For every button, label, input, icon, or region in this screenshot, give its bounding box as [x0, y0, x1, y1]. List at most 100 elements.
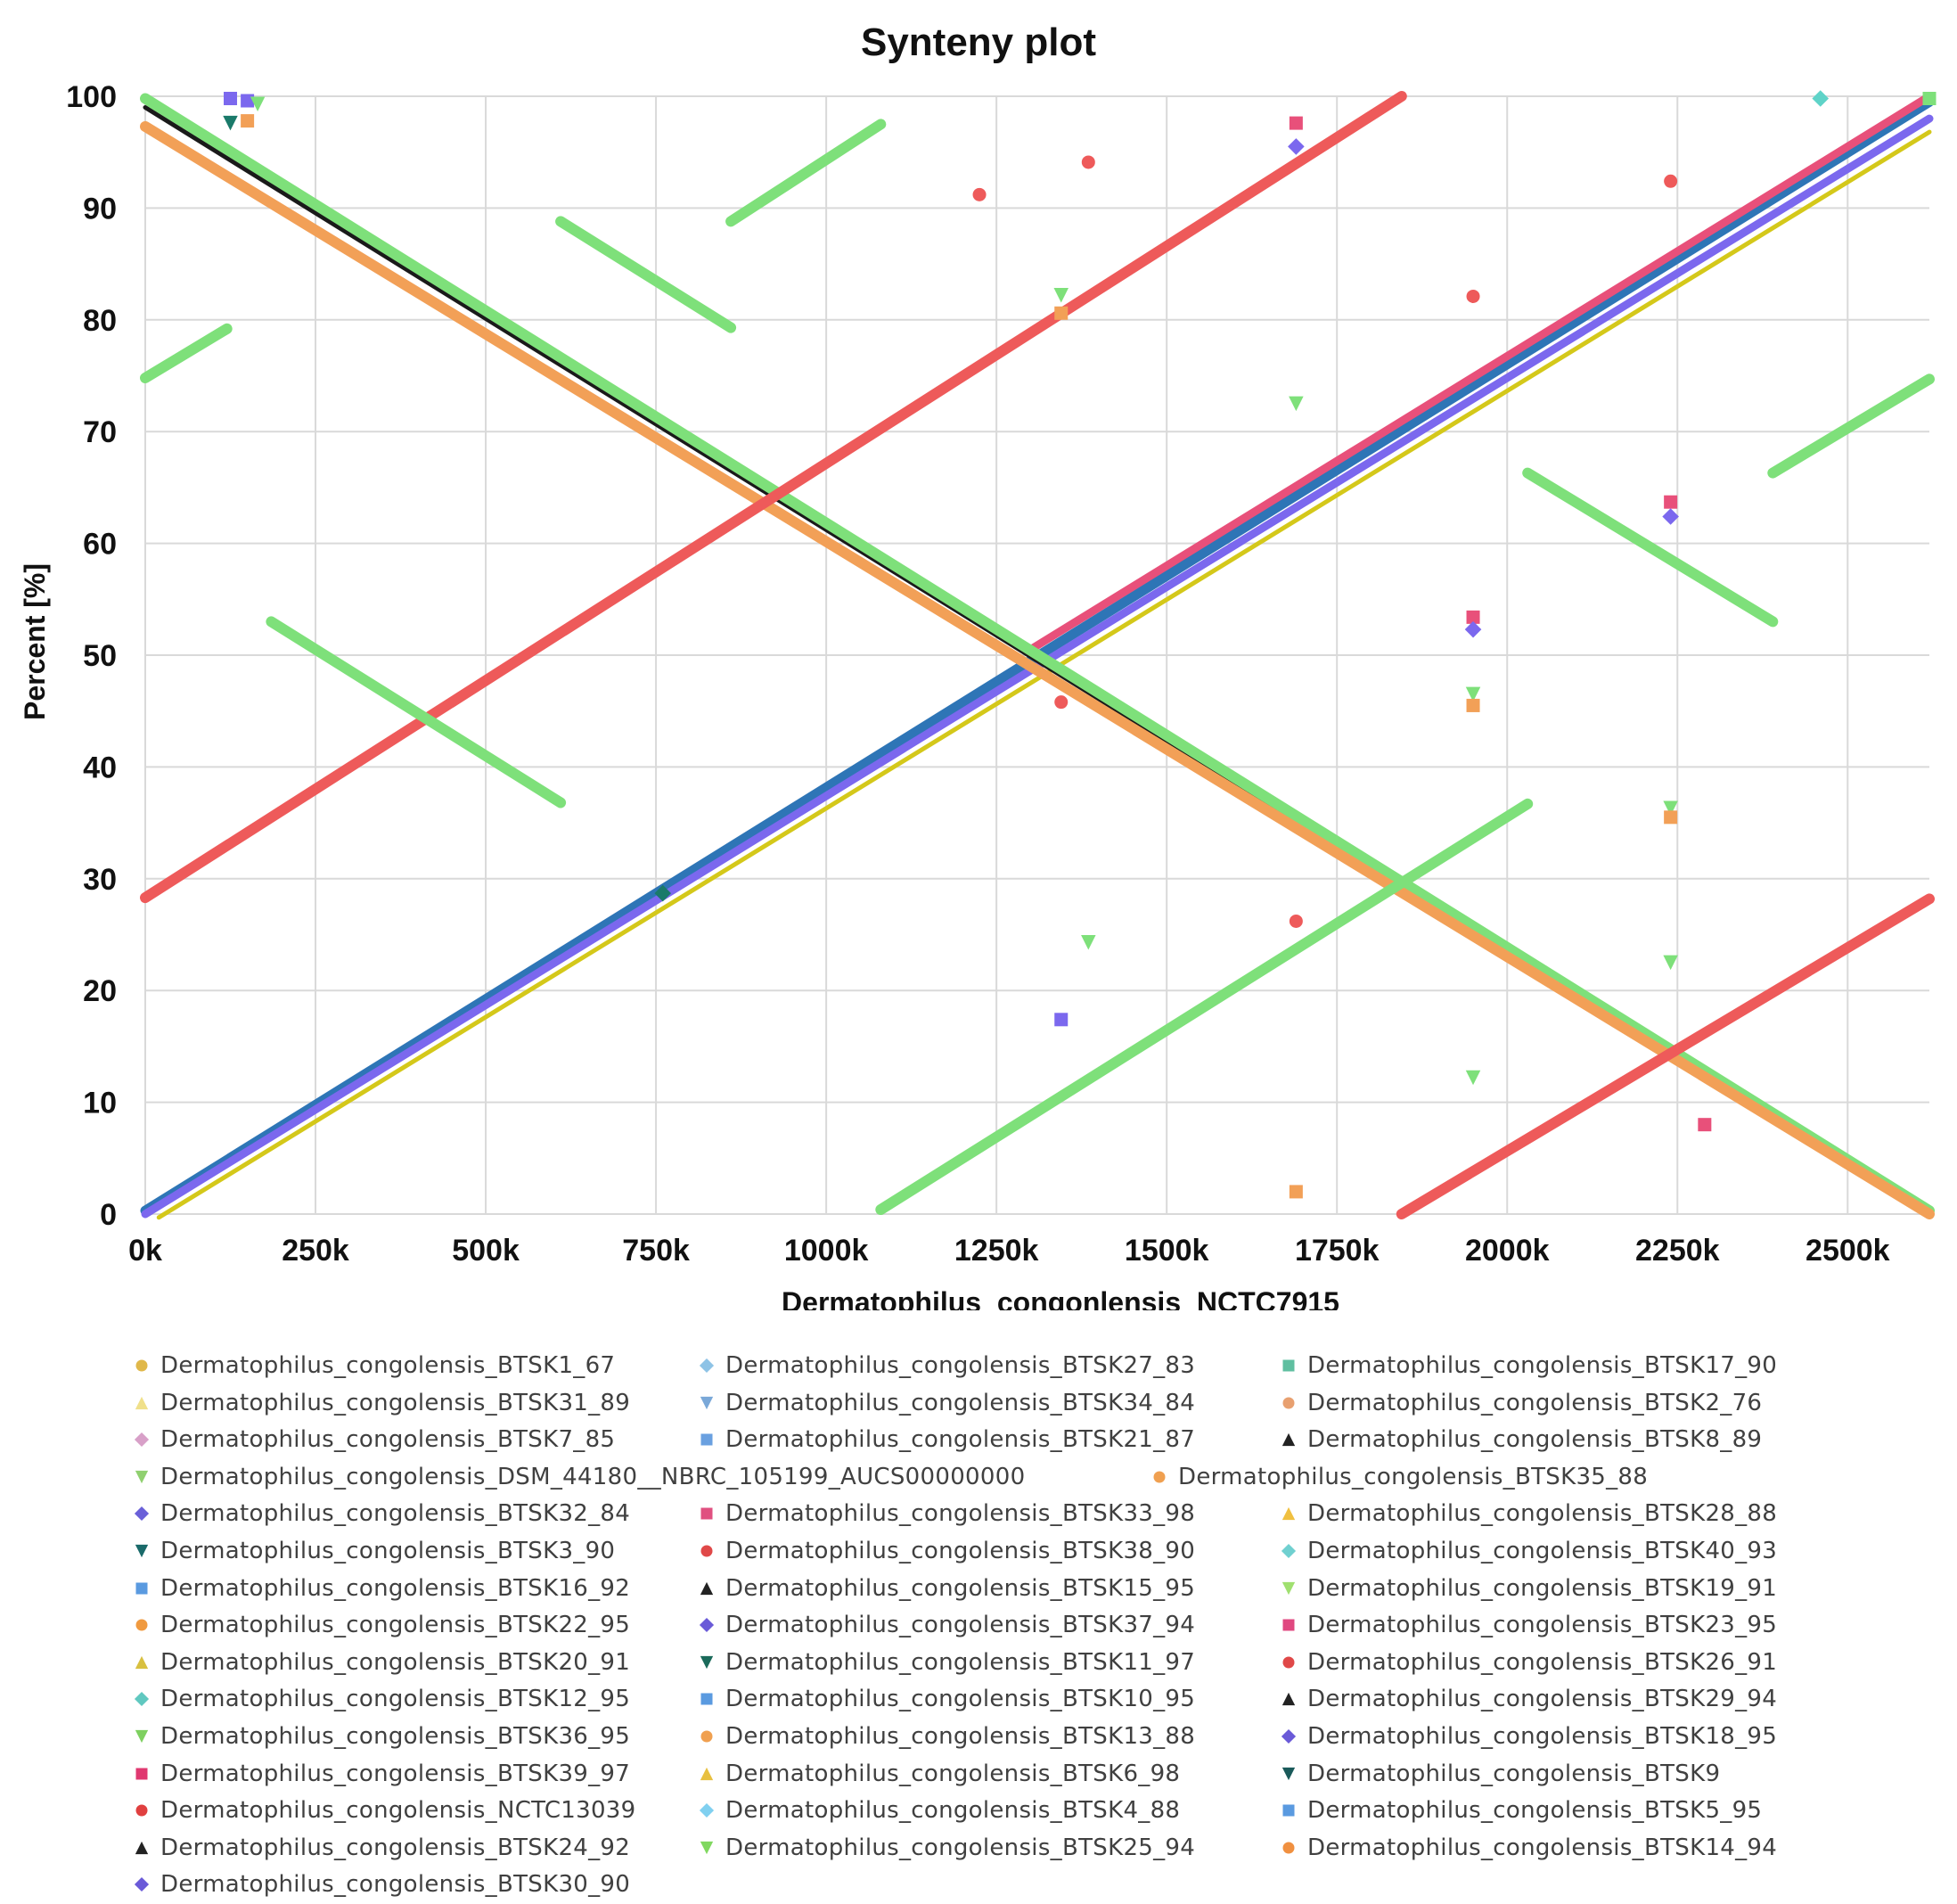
legend-marker-shape — [135, 1841, 149, 1854]
legend-marker — [135, 1804, 148, 1817]
legend-marker — [1281, 1433, 1296, 1447]
legend-marker — [135, 1768, 148, 1780]
series-line-13 — [875, 798, 1534, 1215]
y-tick-label: 80 — [83, 304, 117, 338]
legend-item: Dermatophilus_congolensis_BTSK25_94 — [697, 1833, 1195, 1863]
legend-label: Dermatophilus_congolensis_BTSK1_67 — [160, 1352, 616, 1379]
legend-item: Dermatophilus_congolensis_BTSK29_94 — [1279, 1684, 1777, 1714]
x-tick-label: 250k — [282, 1234, 349, 1268]
legend-label: Dermatophilus_congolensis_BTSK17_90 — [1307, 1352, 1778, 1379]
y-tick-label: 0 — [100, 1198, 117, 1232]
outlier-point-14 — [1663, 800, 1678, 817]
legend-marker-shape — [134, 1432, 150, 1448]
legend-marker-shape — [699, 1358, 715, 1374]
legend-item: Dermatophilus_congolensis_BTSK2_76 — [1279, 1388, 1762, 1418]
legend-marker — [700, 1693, 713, 1705]
outlier-point-26 — [224, 92, 238, 106]
legend-label: Dermatophilus_congolensis_BTSK6_98 — [725, 1760, 1181, 1787]
outlier-point-0 — [972, 187, 987, 201]
series-line-14 — [1522, 467, 1779, 628]
legend-label: Dermatophilus_congolensis_BTSK15_95 — [725, 1574, 1196, 1602]
legend-marker — [1282, 1842, 1295, 1854]
y-tick-label: 10 — [83, 1087, 117, 1120]
legend-item: Dermatophilus_congolensis_BTSK4_88 — [697, 1795, 1180, 1826]
x-tick-label: 500k — [452, 1234, 520, 1268]
legend-marker — [700, 1841, 714, 1854]
legend-marker-shape — [135, 1359, 148, 1372]
legend-marker — [1281, 1767, 1296, 1780]
legend-marker — [1281, 1507, 1296, 1521]
legend-marker — [135, 1396, 149, 1409]
series-line-15 — [1767, 373, 1935, 479]
outlier-point-20 — [1081, 935, 1096, 950]
legend-label: Dermatophilus_congolensis_BTSK3_90 — [160, 1538, 616, 1564]
outlier-point-17 — [1053, 287, 1069, 303]
legend-label: Dermatophilus_congolensis_BTSK11_97 — [725, 1648, 1196, 1676]
legend-marker — [1282, 1359, 1295, 1372]
legend-item: Dermatophilus_congolensis_BTSK11_97 — [697, 1647, 1195, 1678]
outlier-point-11 — [1466, 698, 1480, 712]
legend-marker-shape — [700, 1693, 713, 1705]
legend-marker — [1281, 1543, 1297, 1559]
legend-marker-shape — [135, 1396, 149, 1409]
legend-marker — [1282, 1619, 1295, 1631]
legend-marker — [134, 1877, 150, 1892]
synteny-chart: Synteny plot 0 10 20 30 40 50 60 70 80 90 100 0k 25… — [19, 21, 1937, 1310]
series-line-2 — [1026, 92, 1934, 654]
y-tick-label: 90 — [83, 192, 117, 226]
outlier-point-18 — [1054, 306, 1069, 320]
legend-label: Dermatophilus_congolensis_BTSK37_94 — [725, 1612, 1196, 1639]
legend-marker — [1282, 1397, 1295, 1409]
x-axis-ticks: 0k 250k 500k 750k 1000k 1250k 1500k 1750k 2000k 2… — [128, 1234, 1890, 1268]
legend-marker-shape — [1282, 1359, 1295, 1372]
outlier-point-30 — [250, 96, 266, 112]
legend-marker-shape — [1281, 1767, 1296, 1780]
legend-marker-shape — [700, 1841, 714, 1854]
legend-item: Dermatophilus_congolensis_BTSK34_84 — [697, 1388, 1195, 1418]
legend-marker-shape — [1281, 1507, 1296, 1521]
outlier-point-32 — [654, 884, 672, 902]
series-line-10 — [266, 616, 567, 808]
legend-item: Dermatophilus_congolensis_BTSK21_87 — [697, 1424, 1195, 1455]
series-lines — [140, 91, 1935, 1220]
x-tick-label: 750k — [622, 1234, 690, 1268]
legend-item: Dermatophilus_congolensis_BTSK38_90 — [697, 1536, 1195, 1566]
legend-marker — [135, 1544, 149, 1558]
legend-marker — [1282, 1804, 1295, 1817]
legend-marker — [699, 1358, 715, 1374]
legend-marker-shape — [1282, 1656, 1295, 1669]
series-line-9 — [140, 323, 233, 383]
y-axis-ticks: 0 10 20 30 40 50 60 70 80 90 100 — [66, 80, 117, 1232]
legend-label: Dermatophilus_congolensis_BTSK34_84 — [725, 1389, 1196, 1416]
legend-label: Dermatophilus_congolensis_BTSK20_91 — [160, 1648, 631, 1676]
legend-item: Dermatophilus_congolensis_BTSK8_89 — [1279, 1424, 1762, 1455]
legend-marker-shape — [135, 1470, 149, 1483]
legend-marker-shape — [1281, 1693, 1296, 1706]
legend-marker — [1281, 1728, 1297, 1744]
legend-label: Dermatophilus_congolensis_BTSK26_91 — [1307, 1648, 1778, 1676]
outlier-point-31 — [1922, 92, 1937, 106]
legend-item: Dermatophilus_congolensis_BTSK12_95 — [132, 1684, 630, 1714]
legend-item: Dermatophilus_congolensis_BTSK19_91 — [1279, 1573, 1777, 1604]
legend-label: Dermatophilus_congolensis_BTSK24_92 — [160, 1834, 631, 1861]
legend-item: Dermatophilus_congolensis_BTSK13_88 — [697, 1721, 1195, 1752]
legend-marker — [1282, 1656, 1295, 1669]
x-tick-label: 0k — [128, 1234, 162, 1268]
x-tick-label: 2500k — [1806, 1234, 1890, 1268]
legend-marker-shape — [135, 1582, 148, 1595]
chart-title: Synteny plot — [861, 21, 1096, 64]
series-line-12 — [725, 119, 887, 227]
legend-marker-shape — [700, 1655, 714, 1669]
legend-item: Dermatophilus_congolensis_BTSK16_92 — [132, 1573, 630, 1604]
outlier-point-5 — [1054, 695, 1069, 710]
outlier-point-2 — [1466, 289, 1480, 303]
legend-marker-shape — [700, 1767, 714, 1780]
series-line-5 — [140, 93, 1935, 1217]
legend-item: Dermatophilus_congolensis_NCTC13039 — [132, 1795, 636, 1826]
outlier-point-23 — [1289, 1185, 1303, 1199]
legend-label: Dermatophilus_congolensis_BTSK18_95 — [1307, 1723, 1778, 1750]
x-tick-label: 1250k — [954, 1234, 1039, 1268]
legend-label: Dermatophilus_congolensis_DSM_44180__NBR… — [160, 1463, 1026, 1490]
outlier-point-1 — [1081, 155, 1095, 169]
outlier-point-4 — [1289, 914, 1303, 928]
